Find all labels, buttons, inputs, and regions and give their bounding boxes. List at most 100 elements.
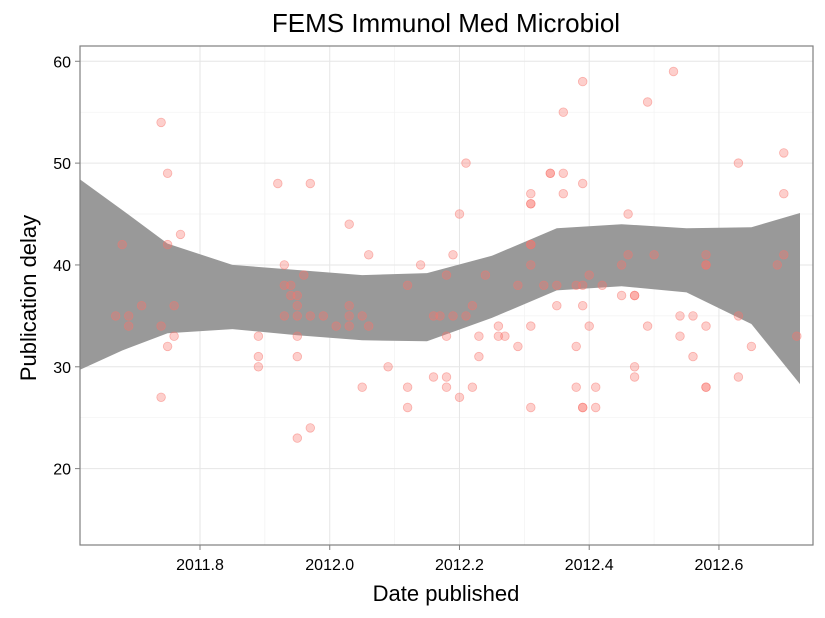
plot-panel-border: [79, 45, 814, 546]
data-point: [571, 280, 581, 291]
data-point: [344, 311, 354, 321]
data-point: [344, 301, 354, 311]
data-point: [415, 260, 426, 270]
data-point: [169, 301, 179, 311]
data-point: [733, 372, 744, 382]
data-point: [448, 250, 458, 260]
data-point: [441, 372, 452, 382]
data-point: [558, 188, 569, 199]
data-point: [441, 270, 452, 280]
data-point: [513, 341, 523, 352]
data-point: [584, 270, 594, 280]
data-point: [558, 107, 569, 117]
data-point: [299, 270, 309, 280]
data-point: [344, 219, 354, 229]
data-point: [733, 311, 744, 321]
y-tick-label: 50: [53, 156, 71, 173]
data-point: [642, 321, 653, 331]
data-point: [526, 188, 536, 199]
y-tick-label: 20: [53, 462, 71, 479]
confidence-band: [80, 179, 800, 385]
data-point: [117, 239, 127, 250]
data-point: [467, 301, 478, 311]
data-point: [597, 280, 607, 291]
data-point: [552, 280, 562, 291]
data-point: [526, 199, 536, 209]
chart-title: FEMS Immunol Med Microbiol: [272, 8, 620, 38]
data-point: [649, 250, 659, 260]
data-point: [500, 331, 510, 341]
data-point: [279, 260, 290, 270]
data-point: [331, 321, 341, 331]
data-point: [364, 321, 374, 331]
data-point: [467, 382, 478, 392]
data-point: [286, 290, 296, 301]
data-point: [616, 290, 627, 301]
y-tick-label: 40: [53, 258, 71, 275]
data-point: [526, 321, 536, 331]
x-tick-label: 2012.6: [694, 557, 743, 574]
data-point: [344, 321, 354, 331]
y-axis: 20 30 40 50 60: [53, 54, 80, 479]
data-point: [578, 76, 588, 87]
data-point: [545, 168, 556, 179]
data-point: [642, 97, 653, 107]
data-point: [156, 392, 166, 403]
x-tick-label: 2012.4: [565, 557, 614, 574]
data-point: [110, 311, 121, 321]
x-tick-label: 2011.8: [176, 557, 224, 574]
data-point: [292, 433, 303, 443]
data-point: [526, 402, 536, 413]
data-point: [688, 311, 698, 321]
data-point: [623, 209, 633, 219]
data-point: [474, 351, 484, 362]
data-point: [668, 66, 679, 77]
data-point: [169, 331, 179, 341]
data-point: [701, 382, 711, 392]
data-point: [701, 250, 711, 260]
y-axis-title: Publication delay: [16, 215, 41, 381]
data-point: [675, 331, 685, 341]
data-point: [292, 351, 303, 362]
data-point: [746, 341, 757, 352]
data-point: [441, 382, 452, 392]
data-point: [175, 229, 186, 240]
data-point: [279, 311, 290, 321]
data-point: [792, 331, 802, 341]
data-point: [584, 321, 594, 331]
data-point: [292, 331, 303, 341]
data-point: [428, 372, 439, 382]
data-point: [318, 311, 329, 321]
data-point: [461, 158, 471, 168]
data-point: [493, 321, 504, 331]
data-point: [435, 311, 445, 321]
data-point: [558, 168, 569, 179]
data-point: [779, 250, 789, 260]
points-layer: [110, 66, 802, 443]
data-point: [305, 178, 316, 189]
data-point: [253, 331, 264, 341]
data-point: [571, 382, 581, 392]
data-point: [733, 158, 744, 168]
data-point: [383, 362, 393, 372]
x-tick-label: 2012.0: [305, 557, 354, 574]
data-point: [591, 402, 601, 413]
data-point: [779, 148, 789, 158]
data-point: [578, 280, 588, 291]
data-point: [578, 178, 588, 189]
data-point: [513, 280, 523, 291]
data-point: [526, 239, 536, 250]
data-point: [571, 341, 581, 352]
data-point: [591, 382, 601, 392]
x-tick-label: 2012.2: [435, 557, 484, 574]
data-point: [779, 188, 789, 199]
data-point: [578, 301, 588, 311]
data-point: [273, 178, 283, 189]
x-axis: 2011.8 2012.0 2012.2 2012.4 2012.6: [176, 545, 744, 574]
data-point: [292, 301, 303, 311]
data-point: [357, 311, 367, 321]
confidence-band-layer: [80, 179, 800, 385]
data-point: [364, 250, 374, 260]
